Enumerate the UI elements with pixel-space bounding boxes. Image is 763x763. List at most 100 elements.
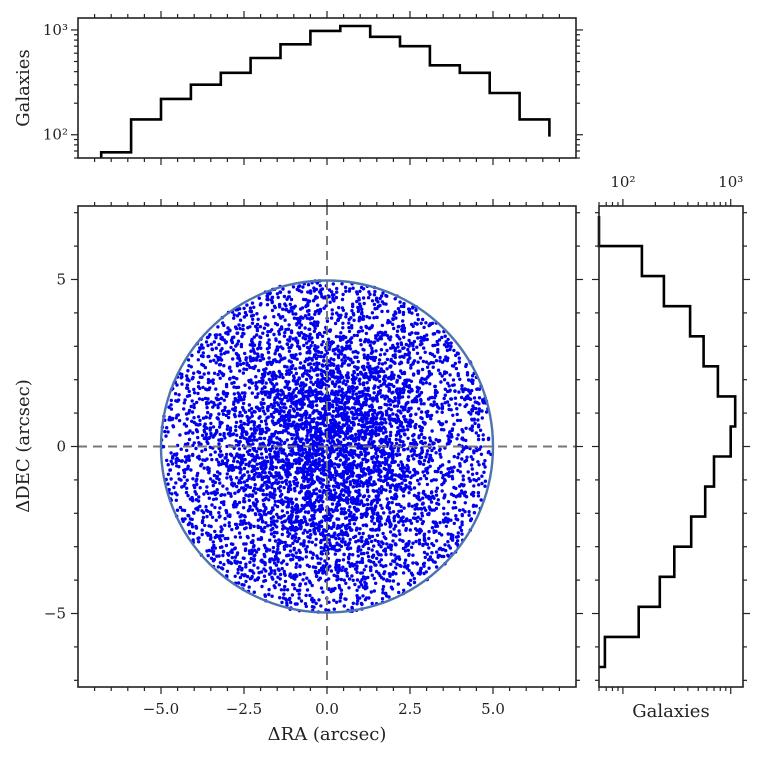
scatter-point — [287, 323, 291, 327]
scatter-point — [212, 401, 216, 405]
scatter-point — [464, 495, 469, 499]
scatter-point — [344, 516, 349, 520]
scatter-point — [424, 476, 429, 481]
scatter-point — [429, 500, 434, 504]
scatter-point — [271, 415, 275, 419]
scatter-point — [190, 410, 195, 414]
scatter-point — [356, 508, 360, 512]
scatter-point — [361, 383, 366, 387]
scatter-point — [456, 531, 460, 535]
scatter-point — [284, 598, 289, 602]
scatter-point — [200, 397, 205, 402]
scatter-point — [281, 449, 285, 453]
scatter-point — [396, 307, 401, 311]
scatter-point — [264, 569, 268, 573]
scatter-point — [376, 454, 380, 459]
scatter-point — [424, 321, 428, 325]
scatter-point — [263, 525, 267, 530]
scatter-point — [284, 482, 289, 486]
scatter-point — [391, 579, 396, 583]
scatter-point — [291, 420, 295, 425]
scatter-point — [365, 507, 370, 511]
scatter-point — [366, 338, 371, 342]
scatter-point — [294, 497, 298, 501]
scatter-point — [264, 521, 268, 525]
scatter-point — [270, 300, 274, 305]
scatter-point — [365, 325, 369, 330]
scatter-point — [165, 458, 169, 463]
scatter-point — [335, 517, 339, 521]
scatter-point — [357, 488, 361, 493]
scatter-point — [470, 467, 474, 471]
scatter-point — [234, 344, 238, 348]
scatter-point — [309, 533, 313, 537]
scatter-point — [235, 553, 239, 557]
scatter-point — [412, 486, 417, 490]
scatter-point — [380, 449, 384, 453]
scatter-point — [304, 555, 308, 559]
scatter-point — [294, 371, 299, 376]
scatter-point — [336, 412, 340, 417]
scatter-point — [191, 443, 195, 448]
scatter-point — [430, 542, 434, 546]
scatter-point — [377, 358, 382, 362]
scatter-point — [196, 435, 200, 440]
scatter-point — [334, 600, 339, 604]
scatter-point — [360, 310, 364, 315]
scatter-point — [259, 536, 263, 540]
scatter-point — [285, 385, 289, 389]
scatter-point — [279, 588, 284, 592]
scatter-point — [257, 547, 261, 551]
scatter-point — [314, 295, 318, 299]
scatter-point — [257, 416, 261, 420]
scatter-point — [329, 477, 333, 482]
scatter-point — [422, 550, 427, 555]
scatter-point — [283, 526, 287, 530]
scatter-point — [364, 564, 368, 568]
scatter-point — [277, 360, 281, 364]
scatter-point — [169, 459, 173, 463]
scatter-point — [354, 432, 358, 437]
scatter-point — [208, 428, 212, 432]
scatter-point — [337, 536, 341, 541]
scatter-points — [159, 279, 493, 614]
scatter-point — [389, 377, 393, 381]
scatter-point — [302, 343, 306, 348]
scatter-point — [315, 409, 319, 413]
scatter-point — [283, 440, 287, 445]
scatter-point — [342, 361, 346, 365]
scatter-point — [421, 501, 425, 505]
scatter-point — [262, 574, 267, 578]
scatter-point — [321, 590, 325, 594]
scatter-point — [443, 543, 447, 547]
scatter-point — [304, 550, 309, 554]
scatter-point — [370, 311, 375, 315]
scatter-point — [274, 457, 278, 461]
scatter-point — [200, 343, 204, 347]
scatter-point — [404, 342, 408, 347]
scatter-point — [257, 368, 261, 373]
scatter-point — [182, 468, 186, 472]
scatter-point — [403, 561, 407, 565]
scatter-point — [375, 533, 380, 537]
scatter-point — [351, 385, 356, 389]
scatter-point — [270, 308, 275, 313]
scatter-point — [412, 457, 416, 461]
scatter-point — [210, 503, 214, 507]
scatter-point — [295, 471, 300, 475]
scatter-point — [379, 475, 383, 479]
scatter-point — [442, 378, 447, 382]
scatter-point — [370, 519, 374, 523]
scatter-point — [187, 454, 191, 458]
scatter-point — [169, 398, 173, 403]
scatter-point — [198, 422, 202, 427]
scatter-point — [203, 422, 207, 426]
scatter-point — [401, 319, 405, 323]
scatter-point — [235, 525, 240, 530]
scatter-point — [382, 535, 386, 539]
scatter-point — [187, 437, 192, 442]
scatter-point — [388, 579, 392, 583]
scatter-point — [313, 441, 317, 445]
scatter-point — [190, 353, 194, 358]
scatter-point — [373, 528, 378, 532]
